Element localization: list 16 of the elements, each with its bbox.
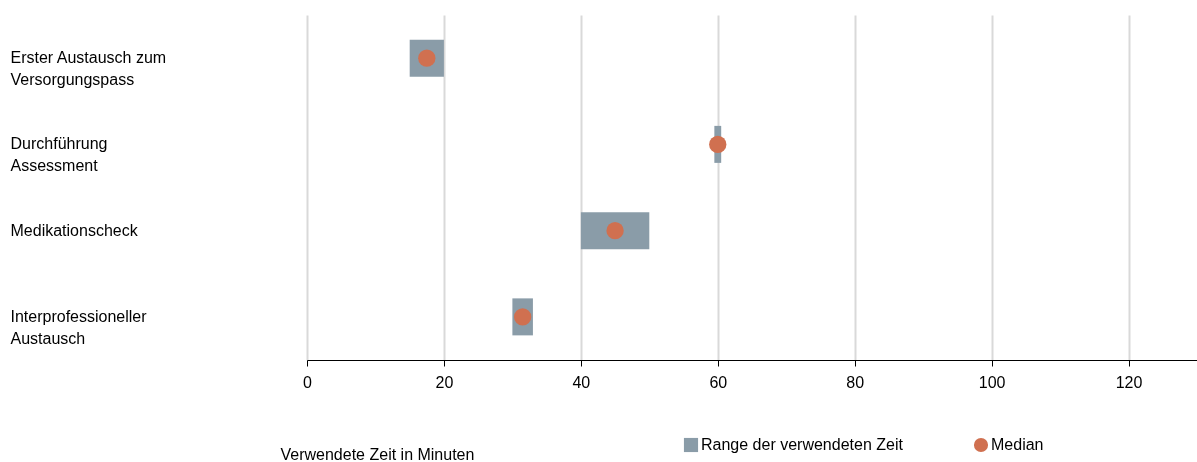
x-tick-label: 20 bbox=[435, 373, 454, 391]
point bbox=[709, 135, 727, 154]
x-tick-label: 100 bbox=[978, 373, 1006, 391]
bar bbox=[580, 212, 650, 250]
legend-label: Median bbox=[991, 436, 1044, 453]
x-axis-title: Verwendete Zeit in Minuten bbox=[280, 445, 475, 462]
y-tick-label: Interprofessioneller Austausch bbox=[10, 307, 148, 347]
x-tick-label: 40 bbox=[572, 373, 591, 391]
x-tick-label: 80 bbox=[846, 373, 865, 391]
y-tick-label: Erster Austausch zum Versorgungspass bbox=[10, 49, 167, 89]
x-tick-label: 60 bbox=[709, 373, 728, 391]
y-tick-label: Durchführung Assessment bbox=[10, 135, 108, 175]
x-tick-label: 120 bbox=[1115, 373, 1143, 391]
x-tick-label: 0 bbox=[303, 373, 313, 391]
legend-label: Range der verwendeten Zeit bbox=[701, 436, 904, 453]
y-tick-label: Medikationscheck bbox=[10, 221, 139, 239]
